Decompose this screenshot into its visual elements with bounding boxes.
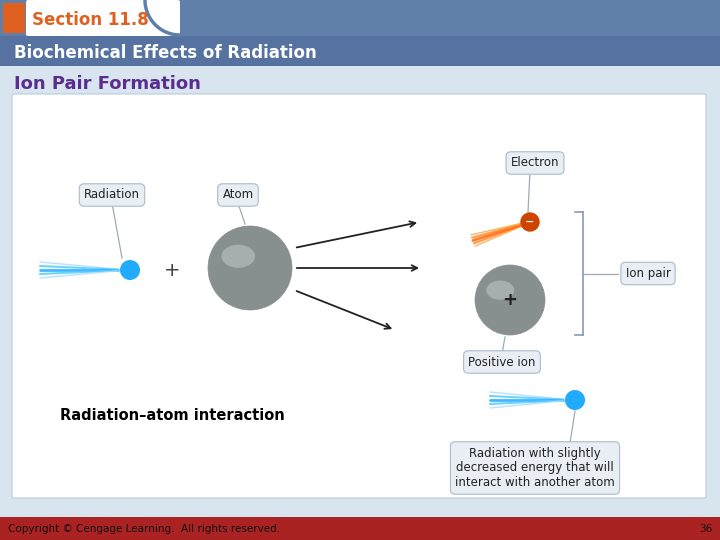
Text: 36: 36 — [698, 524, 712, 534]
Text: +: + — [163, 260, 180, 280]
FancyBboxPatch shape — [0, 36, 720, 66]
FancyBboxPatch shape — [0, 517, 720, 540]
FancyBboxPatch shape — [26, 0, 180, 36]
FancyBboxPatch shape — [0, 0, 720, 36]
Text: Ion pair: Ion pair — [626, 267, 670, 280]
Text: Biochemical Effects of Radiation: Biochemical Effects of Radiation — [14, 44, 317, 62]
Ellipse shape — [222, 245, 255, 268]
Text: Section 11.8: Section 11.8 — [32, 11, 149, 29]
Circle shape — [565, 390, 585, 410]
Text: Copyright © Cengage Learning.  All rights reserved.: Copyright © Cengage Learning. All rights… — [8, 524, 280, 534]
FancyBboxPatch shape — [3, 3, 25, 33]
Text: Radiation: Radiation — [84, 188, 140, 201]
Text: Electron: Electron — [510, 157, 559, 170]
Text: Radiation–atom interaction: Radiation–atom interaction — [60, 408, 284, 422]
Text: +: + — [503, 291, 518, 309]
Text: −: − — [526, 217, 535, 227]
Circle shape — [521, 213, 539, 231]
Circle shape — [120, 260, 140, 280]
Text: Ion Pair Formation: Ion Pair Formation — [14, 75, 201, 93]
Circle shape — [208, 226, 292, 310]
Text: Positive ion: Positive ion — [468, 355, 536, 368]
FancyBboxPatch shape — [12, 94, 706, 498]
Circle shape — [475, 265, 545, 335]
Text: Atom: Atom — [222, 188, 253, 201]
Text: Radiation with slightly
decreased energy that will
interact with another atom: Radiation with slightly decreased energy… — [455, 447, 615, 489]
Ellipse shape — [486, 281, 514, 300]
